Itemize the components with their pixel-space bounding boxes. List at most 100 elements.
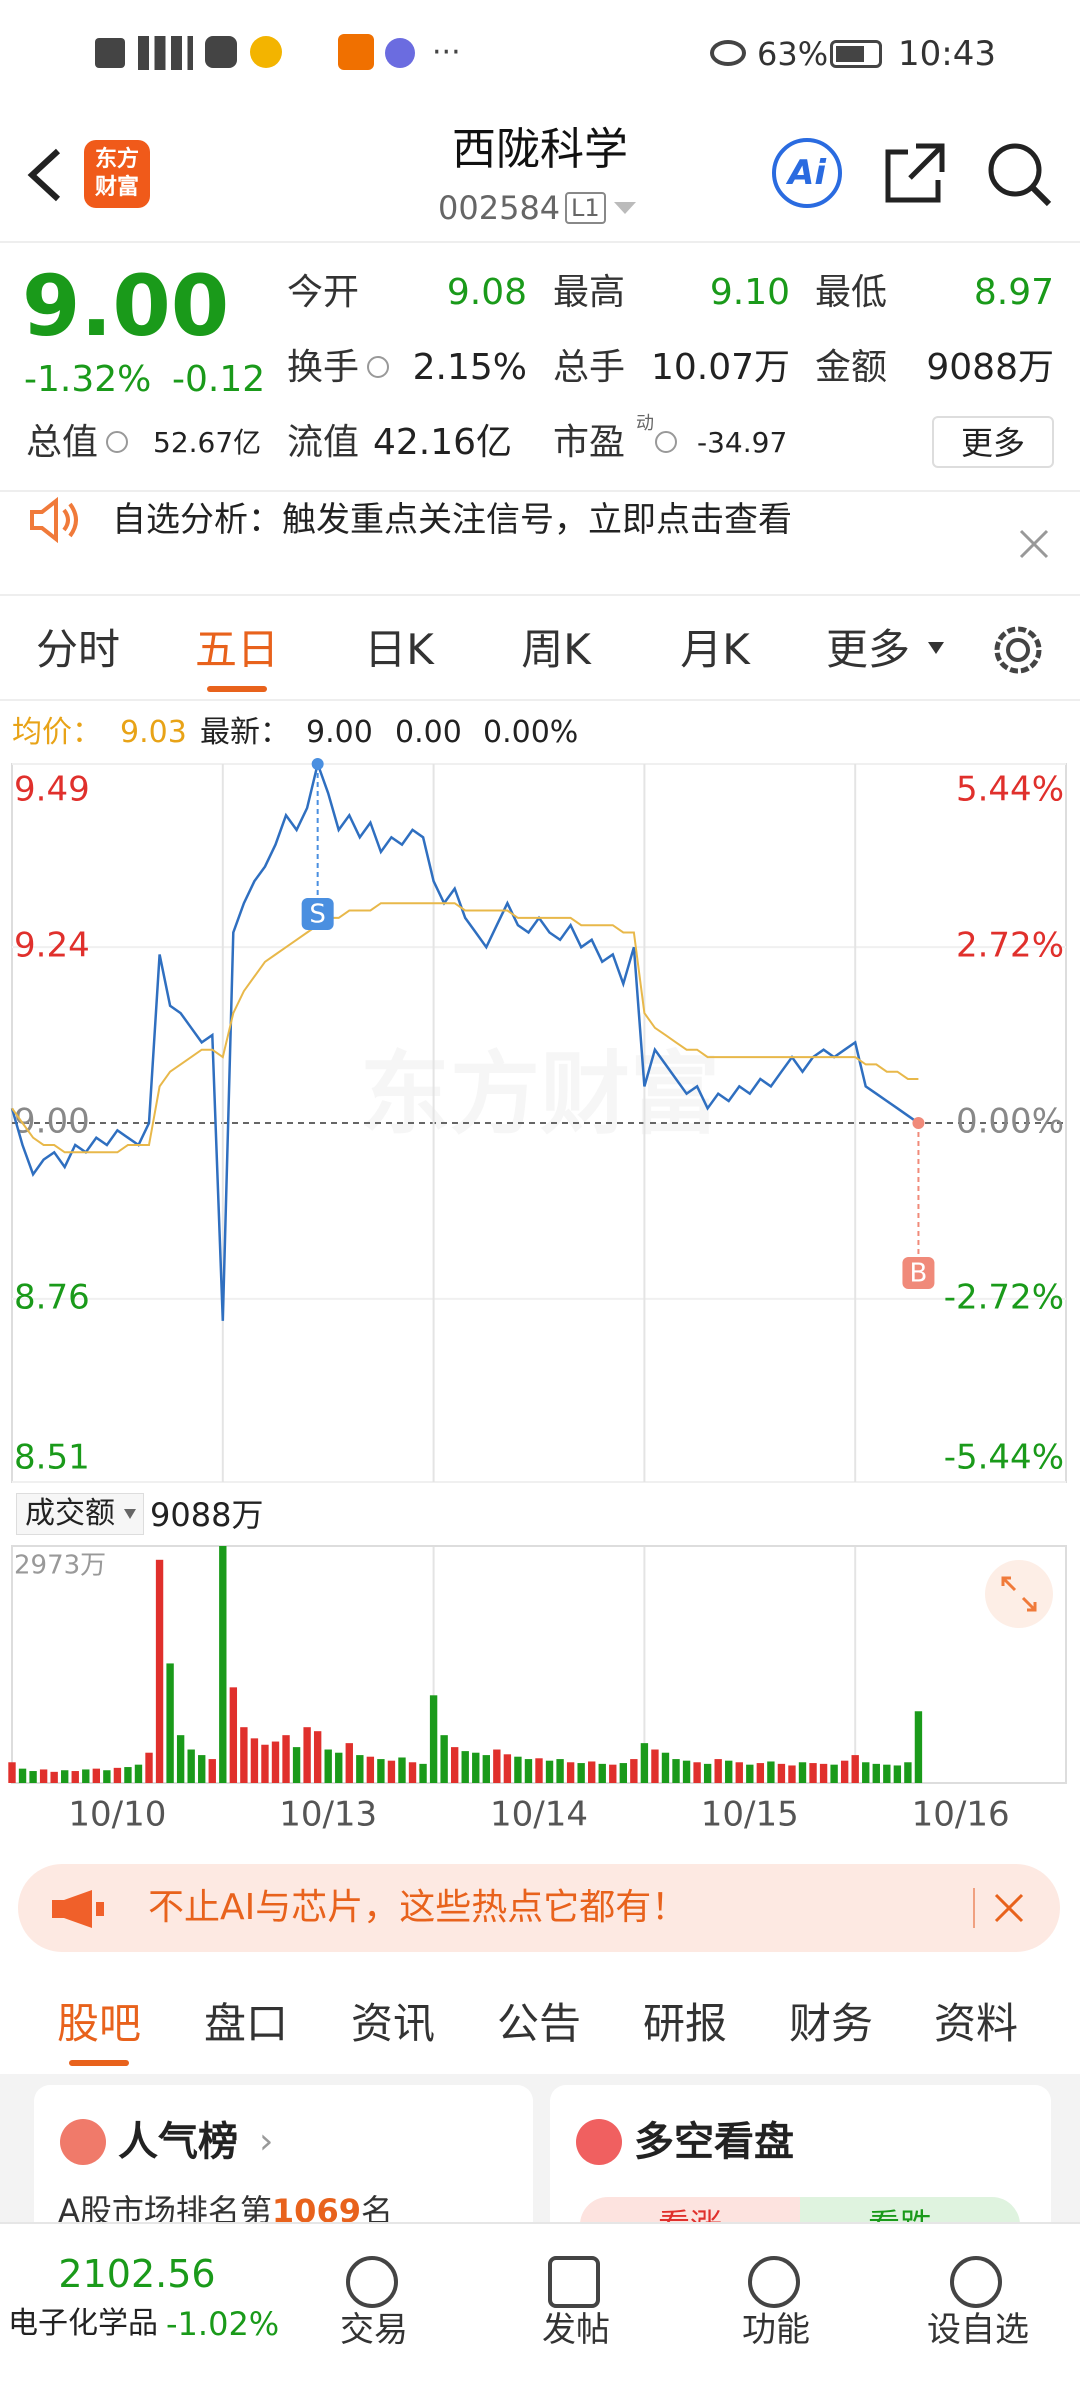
volume-bar bbox=[883, 1764, 891, 1783]
volume-bar bbox=[703, 1763, 712, 1783]
volume-bar bbox=[282, 1735, 290, 1783]
indicator-selector[interactable]: 成交额 bbox=[16, 1493, 144, 1535]
period-tab[interactable]: 五日 bbox=[194, 625, 280, 674]
section-tab[interactable]: 财务 bbox=[788, 1999, 874, 2048]
volume-bar bbox=[113, 1767, 122, 1783]
info-icon[interactable] bbox=[367, 356, 389, 378]
latest-label: 最新： bbox=[200, 715, 290, 750]
card-icon bbox=[576, 2119, 622, 2165]
nav-label[interactable]: 设自选 bbox=[927, 2310, 1029, 2350]
volume-bar bbox=[756, 1763, 765, 1783]
price-line bbox=[10, 759, 920, 1321]
latest-change: 0.00 bbox=[395, 715, 462, 750]
section-tab[interactable]: 资讯 bbox=[350, 1999, 436, 2048]
index-name[interactable]: 电子化学品 bbox=[8, 2306, 158, 2341]
chevron: › bbox=[259, 2121, 274, 2162]
app-icon bbox=[250, 36, 282, 68]
rank-value: 1069 bbox=[271, 2192, 361, 2230]
nav-label[interactable]: 功能 bbox=[742, 2310, 810, 2350]
x-tick-label: 10/13 bbox=[279, 1795, 377, 1835]
pe-tag: 动 bbox=[636, 413, 654, 434]
period-tab[interactable]: 更多 bbox=[825, 625, 911, 674]
back-button[interactable] bbox=[20, 145, 70, 205]
change: -0.12 bbox=[172, 359, 266, 400]
field-label: 市盈 bbox=[553, 422, 626, 463]
latest-value: 9.00 bbox=[306, 715, 373, 750]
volume-bar bbox=[630, 1759, 638, 1783]
nav-icon[interactable] bbox=[950, 2256, 1002, 2308]
volume-bar bbox=[356, 1755, 364, 1783]
share-button[interactable] bbox=[882, 140, 948, 206]
close-notice[interactable] bbox=[1018, 528, 1050, 560]
nav-icon[interactable] bbox=[346, 2256, 398, 2308]
period-tab[interactable]: 日K bbox=[364, 625, 434, 674]
search-button[interactable] bbox=[985, 140, 1055, 210]
info-icon[interactable] bbox=[655, 431, 677, 453]
logo-text: 东方 bbox=[94, 147, 140, 172]
rank-text: A股市场排名第1069名 bbox=[58, 2195, 393, 2227]
y2-tick-label: 5.44% bbox=[956, 770, 1064, 810]
field-label: 总值 bbox=[26, 422, 99, 463]
volume-bar bbox=[292, 1747, 301, 1783]
nav-label[interactable]: 发帖 bbox=[542, 2310, 610, 2350]
volume-bar bbox=[198, 1755, 206, 1783]
volume-bar bbox=[735, 1762, 743, 1783]
volume-bar bbox=[746, 1764, 754, 1783]
stock-name: 西陇科学 bbox=[452, 124, 628, 175]
volume-bar bbox=[219, 1546, 227, 1783]
field-label: 总手 bbox=[553, 347, 626, 388]
nav-icon[interactable] bbox=[548, 2256, 600, 2308]
volume-bar bbox=[588, 1761, 596, 1783]
volume-bar bbox=[840, 1760, 849, 1783]
field-label: 今开 bbox=[287, 272, 360, 313]
logo-text: 财富 bbox=[94, 175, 140, 200]
expand-button[interactable] bbox=[985, 1560, 1053, 1628]
level-badge[interactable]: L1 bbox=[565, 192, 606, 224]
rank-prefix: A股市场排名第 bbox=[58, 2192, 272, 2230]
ad-banner[interactable]: 不止AI与芯片，这些热点它都有！ bbox=[18, 1864, 1060, 1952]
period-tab[interactable]: 分时 bbox=[35, 625, 121, 674]
section-tab[interactable]: 研报 bbox=[642, 1999, 728, 2048]
nav-icon[interactable] bbox=[748, 2256, 800, 2308]
watermark: 东方财富 bbox=[360, 1042, 720, 1147]
field-value: 52.67亿 bbox=[153, 426, 262, 459]
y2-tick-label: -5.44% bbox=[944, 1438, 1064, 1478]
volume-tick-label: 2973万 bbox=[14, 1551, 106, 1581]
ad-text: 不止AI与芯片，这些热点它都有！ bbox=[148, 1887, 688, 1928]
index-value[interactable]: 2102.56 bbox=[58, 2252, 216, 2296]
section-tab[interactable]: 公告 bbox=[496, 1999, 582, 2048]
card-bull-bear[interactable]: 多空看盘 看涨 看跌 bbox=[550, 2085, 1051, 2253]
period-tab[interactable]: 月K bbox=[680, 625, 750, 674]
battery-text: 63% bbox=[757, 35, 829, 73]
dropdown-arrow[interactable] bbox=[612, 200, 638, 216]
settings-button[interactable] bbox=[990, 622, 1046, 678]
volume-bar bbox=[50, 1771, 58, 1783]
section-tab[interactable]: 资料 bbox=[933, 1999, 1019, 2048]
x-tick-label: 10/16 bbox=[912, 1795, 1010, 1835]
nav-label[interactable]: 交易 bbox=[340, 2310, 408, 2350]
field-label: 最高 bbox=[553, 272, 626, 313]
avg-value: 9.03 bbox=[120, 715, 187, 750]
card-popularity[interactable]: 人气榜 › A股市场排名第1069名 bbox=[34, 2085, 533, 2245]
volume-bar bbox=[682, 1760, 691, 1783]
x-tick-label: 10/15 bbox=[701, 1795, 799, 1835]
volume-bar bbox=[176, 1735, 185, 1783]
section-tab[interactable]: 股吧 bbox=[56, 1999, 142, 2048]
volume-bar bbox=[429, 1695, 438, 1783]
volume-bar bbox=[124, 1767, 132, 1783]
volume-bar bbox=[661, 1752, 670, 1783]
info-icon[interactable] bbox=[106, 431, 128, 453]
marker-badge bbox=[902, 1257, 935, 1289]
period-tab[interactable]: 周K bbox=[521, 625, 591, 674]
ai-button[interactable]: Ai bbox=[772, 138, 842, 208]
close-ad[interactable] bbox=[993, 1892, 1025, 1924]
x-tick-label: 10/10 bbox=[68, 1795, 166, 1835]
field-value: 42.16亿 bbox=[373, 422, 513, 463]
section-tab[interactable]: 盘口 bbox=[203, 1999, 289, 2048]
more-button[interactable]: 更多 bbox=[932, 416, 1054, 468]
volume-bar bbox=[313, 1731, 322, 1783]
field-value: 8.97 bbox=[973, 272, 1054, 313]
notice-text[interactable]: 自选分析：触发重点关注信号，立即点击查看 bbox=[112, 500, 792, 540]
